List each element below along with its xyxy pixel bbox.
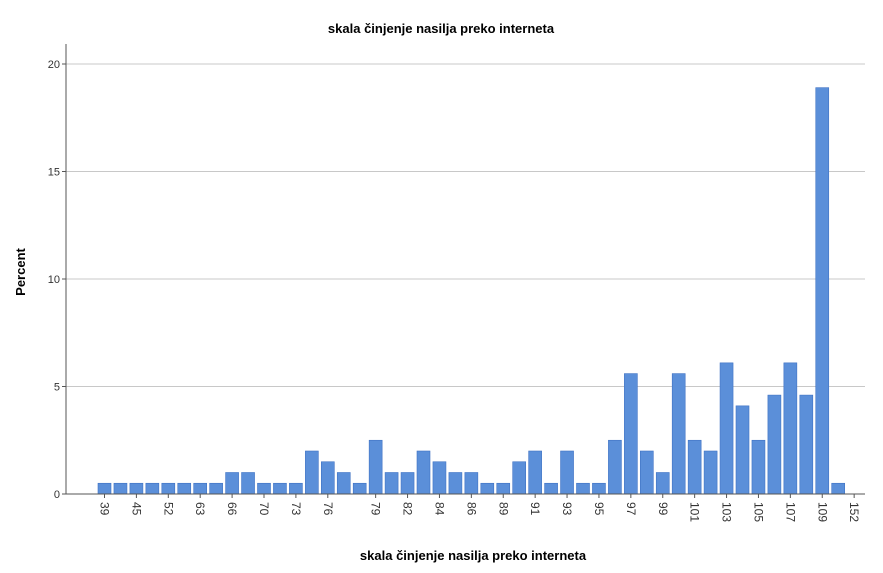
x-tick-label: 39 (98, 502, 112, 516)
bar (464, 472, 479, 495)
x-tick-label: 152 (847, 502, 861, 522)
bar (735, 405, 750, 495)
x-tick-label: 91 (528, 502, 542, 516)
x-tick-label: 107 (783, 502, 797, 522)
bar (352, 482, 367, 495)
y-tick-label: 10 (48, 274, 60, 286)
x-tick-label: 84 (432, 502, 446, 516)
x-tick-label: 99 (656, 502, 670, 516)
bar (703, 450, 718, 495)
bar (209, 482, 223, 495)
y-tick-label: 15 (48, 167, 60, 179)
x-tick-label: 95 (592, 502, 606, 516)
x-tick-label: 105 (751, 502, 765, 522)
bar (719, 362, 734, 495)
bar (751, 439, 766, 495)
axes (65, 44, 865, 495)
bar (655, 472, 670, 495)
y-axis-ticks: 0 5 10 15 20 (48, 59, 66, 501)
bar (767, 394, 782, 495)
x-tick-label: 86 (464, 502, 478, 516)
bar (480, 482, 495, 495)
bar (400, 472, 415, 495)
x-tick-label: 101 (688, 502, 702, 522)
x-tick-label: 52 (161, 502, 175, 516)
bar (687, 439, 702, 495)
bar (576, 482, 590, 495)
x-tick-label: 79 (369, 502, 383, 516)
x-tick-label: 73 (289, 502, 303, 516)
bar (432, 461, 447, 495)
x-tick-label: 66 (225, 502, 239, 516)
bars (97, 87, 846, 495)
bar (384, 472, 399, 495)
bar (305, 450, 319, 495)
bar (368, 439, 383, 495)
x-tick-label: 82 (401, 502, 415, 516)
x-axis-ticks: 39 45 52 63 66 70 73 76 79 82 84 86 89 91 93 95 97 99 101 1… (98, 494, 861, 522)
bar (528, 450, 542, 495)
x-tick-label: 70 (257, 502, 271, 516)
bar (257, 482, 271, 495)
x-axis-label: skala činjenje nasilja preko interneta (360, 548, 587, 563)
bar (161, 482, 176, 495)
bar (448, 472, 463, 495)
bar (113, 482, 128, 495)
y-tick-label: 0 (54, 489, 60, 501)
bar (97, 482, 112, 495)
bar (129, 482, 144, 495)
bar (289, 482, 303, 495)
bar (512, 461, 527, 495)
x-tick-label: 63 (193, 502, 207, 516)
bar (273, 482, 287, 495)
bar (608, 439, 622, 495)
x-tick-label: 76 (321, 502, 335, 516)
bar (416, 450, 431, 495)
bar (560, 450, 574, 495)
y-tick-label: 20 (48, 59, 60, 71)
y-axis-label: Percent (13, 247, 28, 295)
bar (225, 472, 239, 495)
bar (831, 482, 846, 495)
bar (639, 450, 654, 495)
bar (544, 482, 558, 495)
bar (624, 373, 638, 495)
bar (336, 472, 351, 495)
y-tick-label: 5 (54, 382, 60, 394)
gridlines (66, 63, 865, 387)
x-tick-label: 103 (720, 502, 734, 522)
bar (193, 482, 207, 495)
bar (145, 482, 160, 495)
bar (671, 373, 686, 495)
x-tick-label: 89 (496, 502, 510, 516)
bar (815, 87, 830, 495)
chart-title: skala činjenje nasilja preko interneta (328, 21, 555, 36)
bar (799, 394, 814, 495)
bar (496, 482, 511, 495)
x-tick-label: 97 (624, 502, 638, 516)
x-tick-label: 93 (560, 502, 574, 516)
x-tick-label: 109 (815, 502, 829, 522)
x-tick-label: 45 (129, 502, 143, 516)
bar (592, 482, 606, 495)
bar (783, 362, 798, 495)
bar (241, 472, 255, 495)
bar (320, 461, 335, 495)
bar (177, 482, 192, 495)
